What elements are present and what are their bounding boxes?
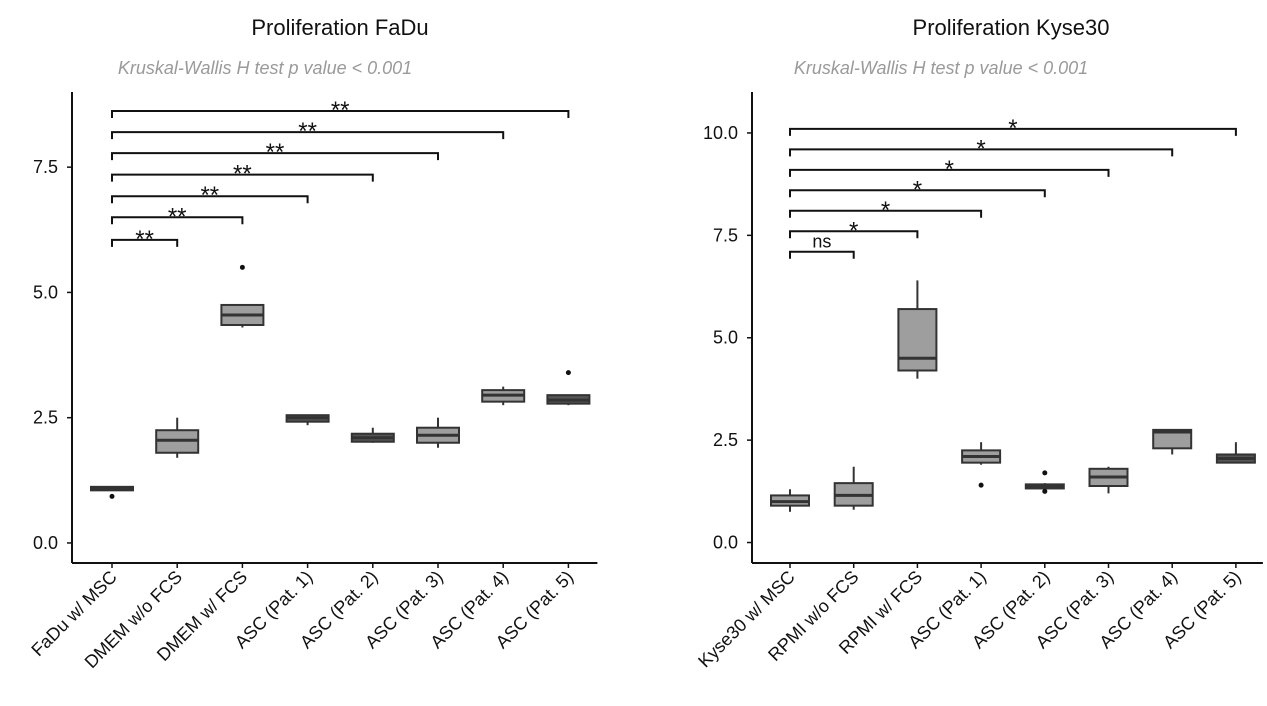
box-3 xyxy=(961,442,1002,488)
y-tick-label: 7.5 xyxy=(713,225,738,245)
chart-title: Proliferation FaDu xyxy=(251,15,428,40)
significance-label: ** xyxy=(298,118,317,145)
significance-bracket-4: ** xyxy=(111,139,439,166)
box-6 xyxy=(1152,428,1193,455)
box-4 xyxy=(350,427,395,443)
significance-bracket-5: * xyxy=(789,135,1174,162)
box-0 xyxy=(770,489,810,512)
y-tick-label: 2.5 xyxy=(33,408,58,428)
bracket-line xyxy=(789,148,1174,157)
bracket-line xyxy=(111,110,570,119)
box-1 xyxy=(155,417,200,458)
outlier-point xyxy=(565,370,571,376)
bracket-line xyxy=(111,238,179,247)
bracket-line xyxy=(789,209,983,218)
bracket-line xyxy=(111,152,439,161)
y-tick-label: 7.5 xyxy=(33,157,58,177)
bracket-line xyxy=(789,250,855,259)
significance-bracket-5: ** xyxy=(111,118,505,145)
box-2 xyxy=(220,264,265,328)
y-tick-label: 5.0 xyxy=(713,328,738,348)
bracket-line xyxy=(111,173,374,182)
bracket-line xyxy=(789,230,919,239)
box-1 xyxy=(833,466,874,510)
significance-label: ** xyxy=(168,203,187,230)
box-3 xyxy=(285,414,330,426)
significance-bracket-0: ns xyxy=(789,232,855,259)
box-7 xyxy=(1215,442,1256,464)
bracket-line xyxy=(111,131,505,140)
significance-bracket-1: * xyxy=(789,217,919,244)
significance-bracket-6: ** xyxy=(111,97,570,124)
y-tick-label: 5.0 xyxy=(33,282,58,302)
significance-label: * xyxy=(1008,115,1017,142)
significance-bracket-3: ** xyxy=(111,161,374,188)
bracket-line xyxy=(789,127,1237,136)
chart-panel-fadu: Proliferation FaDu Kruskal-Wallis H test… xyxy=(27,15,598,672)
y-tick-label: 2.5 xyxy=(713,430,738,450)
outlier-point xyxy=(1042,488,1048,494)
box-2 xyxy=(897,280,938,379)
significance-bracket-2: ** xyxy=(111,182,309,209)
significance-label: ** xyxy=(233,161,252,188)
chart-title: Proliferation Kyse30 xyxy=(913,15,1110,40)
outlier-point xyxy=(978,482,984,488)
bracket-line xyxy=(111,216,244,225)
box-5 xyxy=(1088,466,1129,494)
bracket-line xyxy=(789,189,1046,198)
box-5 xyxy=(416,417,460,448)
significance-label: * xyxy=(945,156,954,183)
chart-subtitle: Kruskal-Wallis H test p value < 0.001 xyxy=(118,58,412,78)
significance-label: ** xyxy=(331,97,350,124)
significance-label: ** xyxy=(266,139,285,166)
significance-bracket-1: ** xyxy=(111,203,244,230)
significance-bracket-4: * xyxy=(789,156,1110,183)
outlier-point xyxy=(109,493,115,499)
y-tick-label: 0.0 xyxy=(33,533,58,553)
significance-bracket-3: * xyxy=(789,176,1046,203)
significance-label: * xyxy=(913,176,922,203)
significance-label: * xyxy=(849,217,858,244)
significance-label: * xyxy=(881,197,890,224)
significance-label: * xyxy=(976,135,985,162)
box-0 xyxy=(90,485,134,499)
y-tick-label: 0.0 xyxy=(713,533,738,553)
bracket-line xyxy=(111,195,309,204)
box-6 xyxy=(481,386,526,406)
significance-label: ** xyxy=(200,182,219,209)
chart-subtitle: Kruskal-Wallis H test p value < 0.001 xyxy=(794,58,1088,78)
outlier-point xyxy=(239,264,245,270)
outlier-point xyxy=(1042,470,1048,476)
box-body xyxy=(1152,428,1193,450)
chart-panel-kyse30: Proliferation Kyse30 Kruskal-Wallis H te… xyxy=(694,15,1263,671)
significance-bracket-6: * xyxy=(789,115,1237,142)
significance-bracket-0: ** xyxy=(111,226,179,253)
significance-label: ns xyxy=(812,232,831,252)
bracket-line xyxy=(789,168,1110,177)
significance-bracket-2: * xyxy=(789,197,983,224)
box-4 xyxy=(1024,470,1065,494)
significance-label: ** xyxy=(135,226,154,253)
y-tick-label: 10.0 xyxy=(703,123,738,143)
box-7 xyxy=(546,370,591,406)
box-body xyxy=(897,308,938,372)
